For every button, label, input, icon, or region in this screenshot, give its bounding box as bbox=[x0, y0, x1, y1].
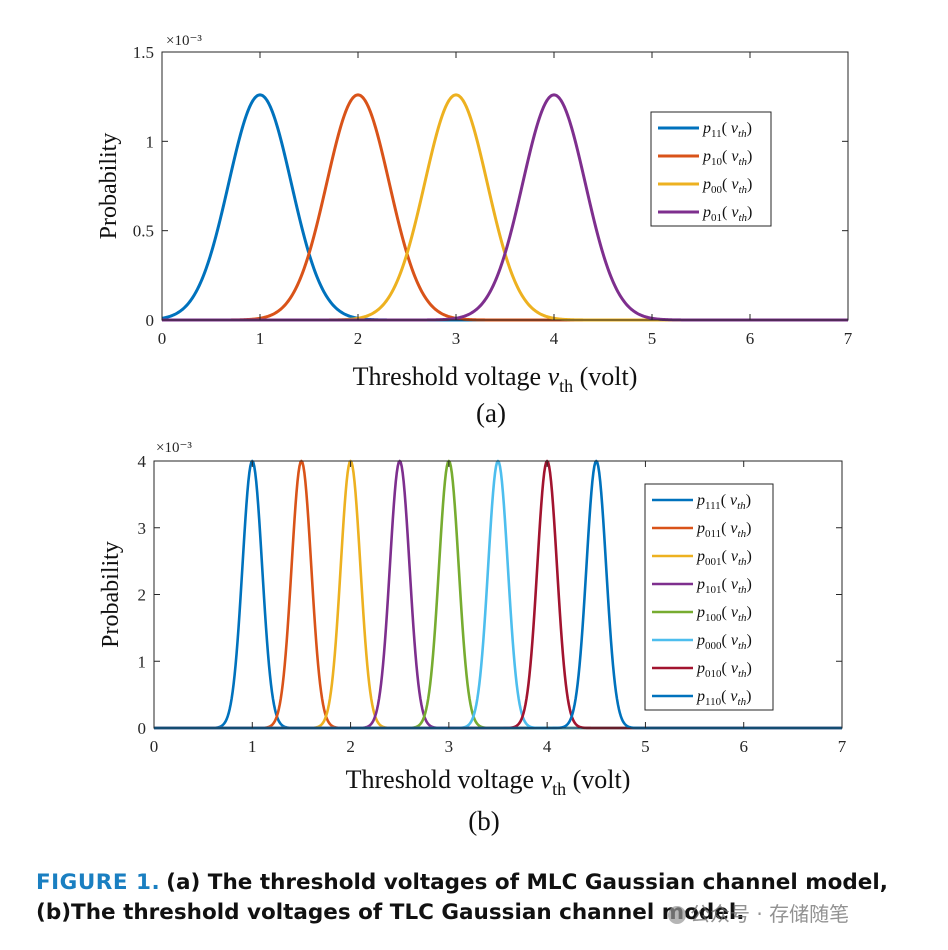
y-tick-label: 3 bbox=[138, 519, 147, 538]
caption-line-2: (b)The threshold voltages of TLC Gaussia… bbox=[36, 900, 745, 925]
y-tick-label: 1.5 bbox=[133, 43, 154, 62]
x-tick-label: 1 bbox=[256, 329, 265, 348]
x-tick-label: 2 bbox=[346, 737, 355, 756]
y-tick-label: 0.5 bbox=[133, 222, 154, 241]
wechat-icon bbox=[668, 906, 686, 924]
panel-label-a: (a) bbox=[476, 398, 506, 428]
x-tick-label: 2 bbox=[354, 329, 363, 348]
x-tick-label: 7 bbox=[838, 737, 847, 756]
legend-box bbox=[650, 111, 772, 227]
legend-box bbox=[644, 483, 774, 711]
chart-b: 0 1 2 3 4 5 6 7 0 1 2 3 4 ×10⁻³ Probability Threshold v… bbox=[98, 440, 847, 836]
y-tick-label: 4 bbox=[138, 452, 147, 471]
watermark-text: 公众号 · 存储随笔 bbox=[690, 902, 850, 926]
x-tick-label: 0 bbox=[150, 737, 159, 756]
x-tick-label: 5 bbox=[641, 737, 650, 756]
y-axis-label: Probability bbox=[96, 133, 122, 240]
legend-label-001: p001( vth) bbox=[696, 548, 752, 568]
y-scale-label: ×10⁻³ bbox=[166, 33, 202, 49]
y-tick-label: 1 bbox=[146, 132, 155, 151]
caption-line-1: (a) The threshold voltages of MLC Gaussi… bbox=[166, 870, 888, 895]
legend-label-111: p111( vth) bbox=[696, 492, 751, 512]
figure-caption: FIGURE 1. (a) The threshold voltages of M… bbox=[36, 868, 936, 928]
x-tick-label: 6 bbox=[746, 329, 755, 348]
axes-box bbox=[161, 51, 849, 321]
y-scale-label: ×10⁻³ bbox=[156, 440, 192, 456]
x-axis-label: Threshold voltage vth (volt) bbox=[346, 765, 631, 799]
caption-figure-label: FIGURE 1. bbox=[36, 870, 161, 895]
chart-a: 0 1 2 3 4 5 6 7 0 0.5 1 1.5 ×10⁻³ Probability Threshol… bbox=[96, 33, 853, 428]
panel-label-b: (b) bbox=[468, 806, 499, 836]
legend-label-100: p100( vth) bbox=[696, 604, 752, 624]
x-tick-label: 0 bbox=[158, 329, 167, 348]
legend-label-11: p11( vth) bbox=[702, 120, 752, 140]
legend-label-101: p101( vth) bbox=[696, 576, 752, 596]
x-tick-label: 4 bbox=[543, 737, 552, 756]
legend-label-10: p10( vth) bbox=[702, 148, 752, 168]
legend-label-00: p00( vth) bbox=[702, 176, 752, 196]
x-tick-label: 3 bbox=[445, 737, 454, 756]
watermark: 公众号 · 存储随笔 bbox=[668, 898, 849, 927]
x-tick-label: 5 bbox=[648, 329, 657, 348]
y-tick-label: 0 bbox=[138, 719, 147, 738]
legend-b: p111( vth) p011( vth) p001( vth) p101( vth)… bbox=[644, 483, 774, 711]
x-tick-label: 7 bbox=[844, 329, 853, 348]
y-tick-label: 0 bbox=[146, 311, 155, 330]
x-tick-label: 3 bbox=[452, 329, 461, 348]
legend-label-01: p01( vth) bbox=[702, 204, 752, 224]
y-tick-label: 2 bbox=[138, 586, 147, 605]
x-tick-label: 4 bbox=[550, 329, 559, 348]
x-axis-label: Threshold voltage vth (volt) bbox=[353, 362, 638, 396]
legend-label-000: p000( vth) bbox=[696, 632, 752, 652]
legend-label-011: p011( vth) bbox=[696, 520, 751, 540]
y-tick-label: 1 bbox=[138, 652, 147, 671]
legend-a: p11( vth) p10( vth) p00( vth) p01( vth) bbox=[650, 111, 772, 227]
x-tick-label: 6 bbox=[739, 737, 748, 756]
legend-label-110: p110( vth) bbox=[696, 688, 751, 708]
legend-label-010: p010( vth) bbox=[696, 660, 752, 680]
y-axis-label: Probability bbox=[98, 541, 124, 648]
x-tick-label: 1 bbox=[248, 737, 257, 756]
